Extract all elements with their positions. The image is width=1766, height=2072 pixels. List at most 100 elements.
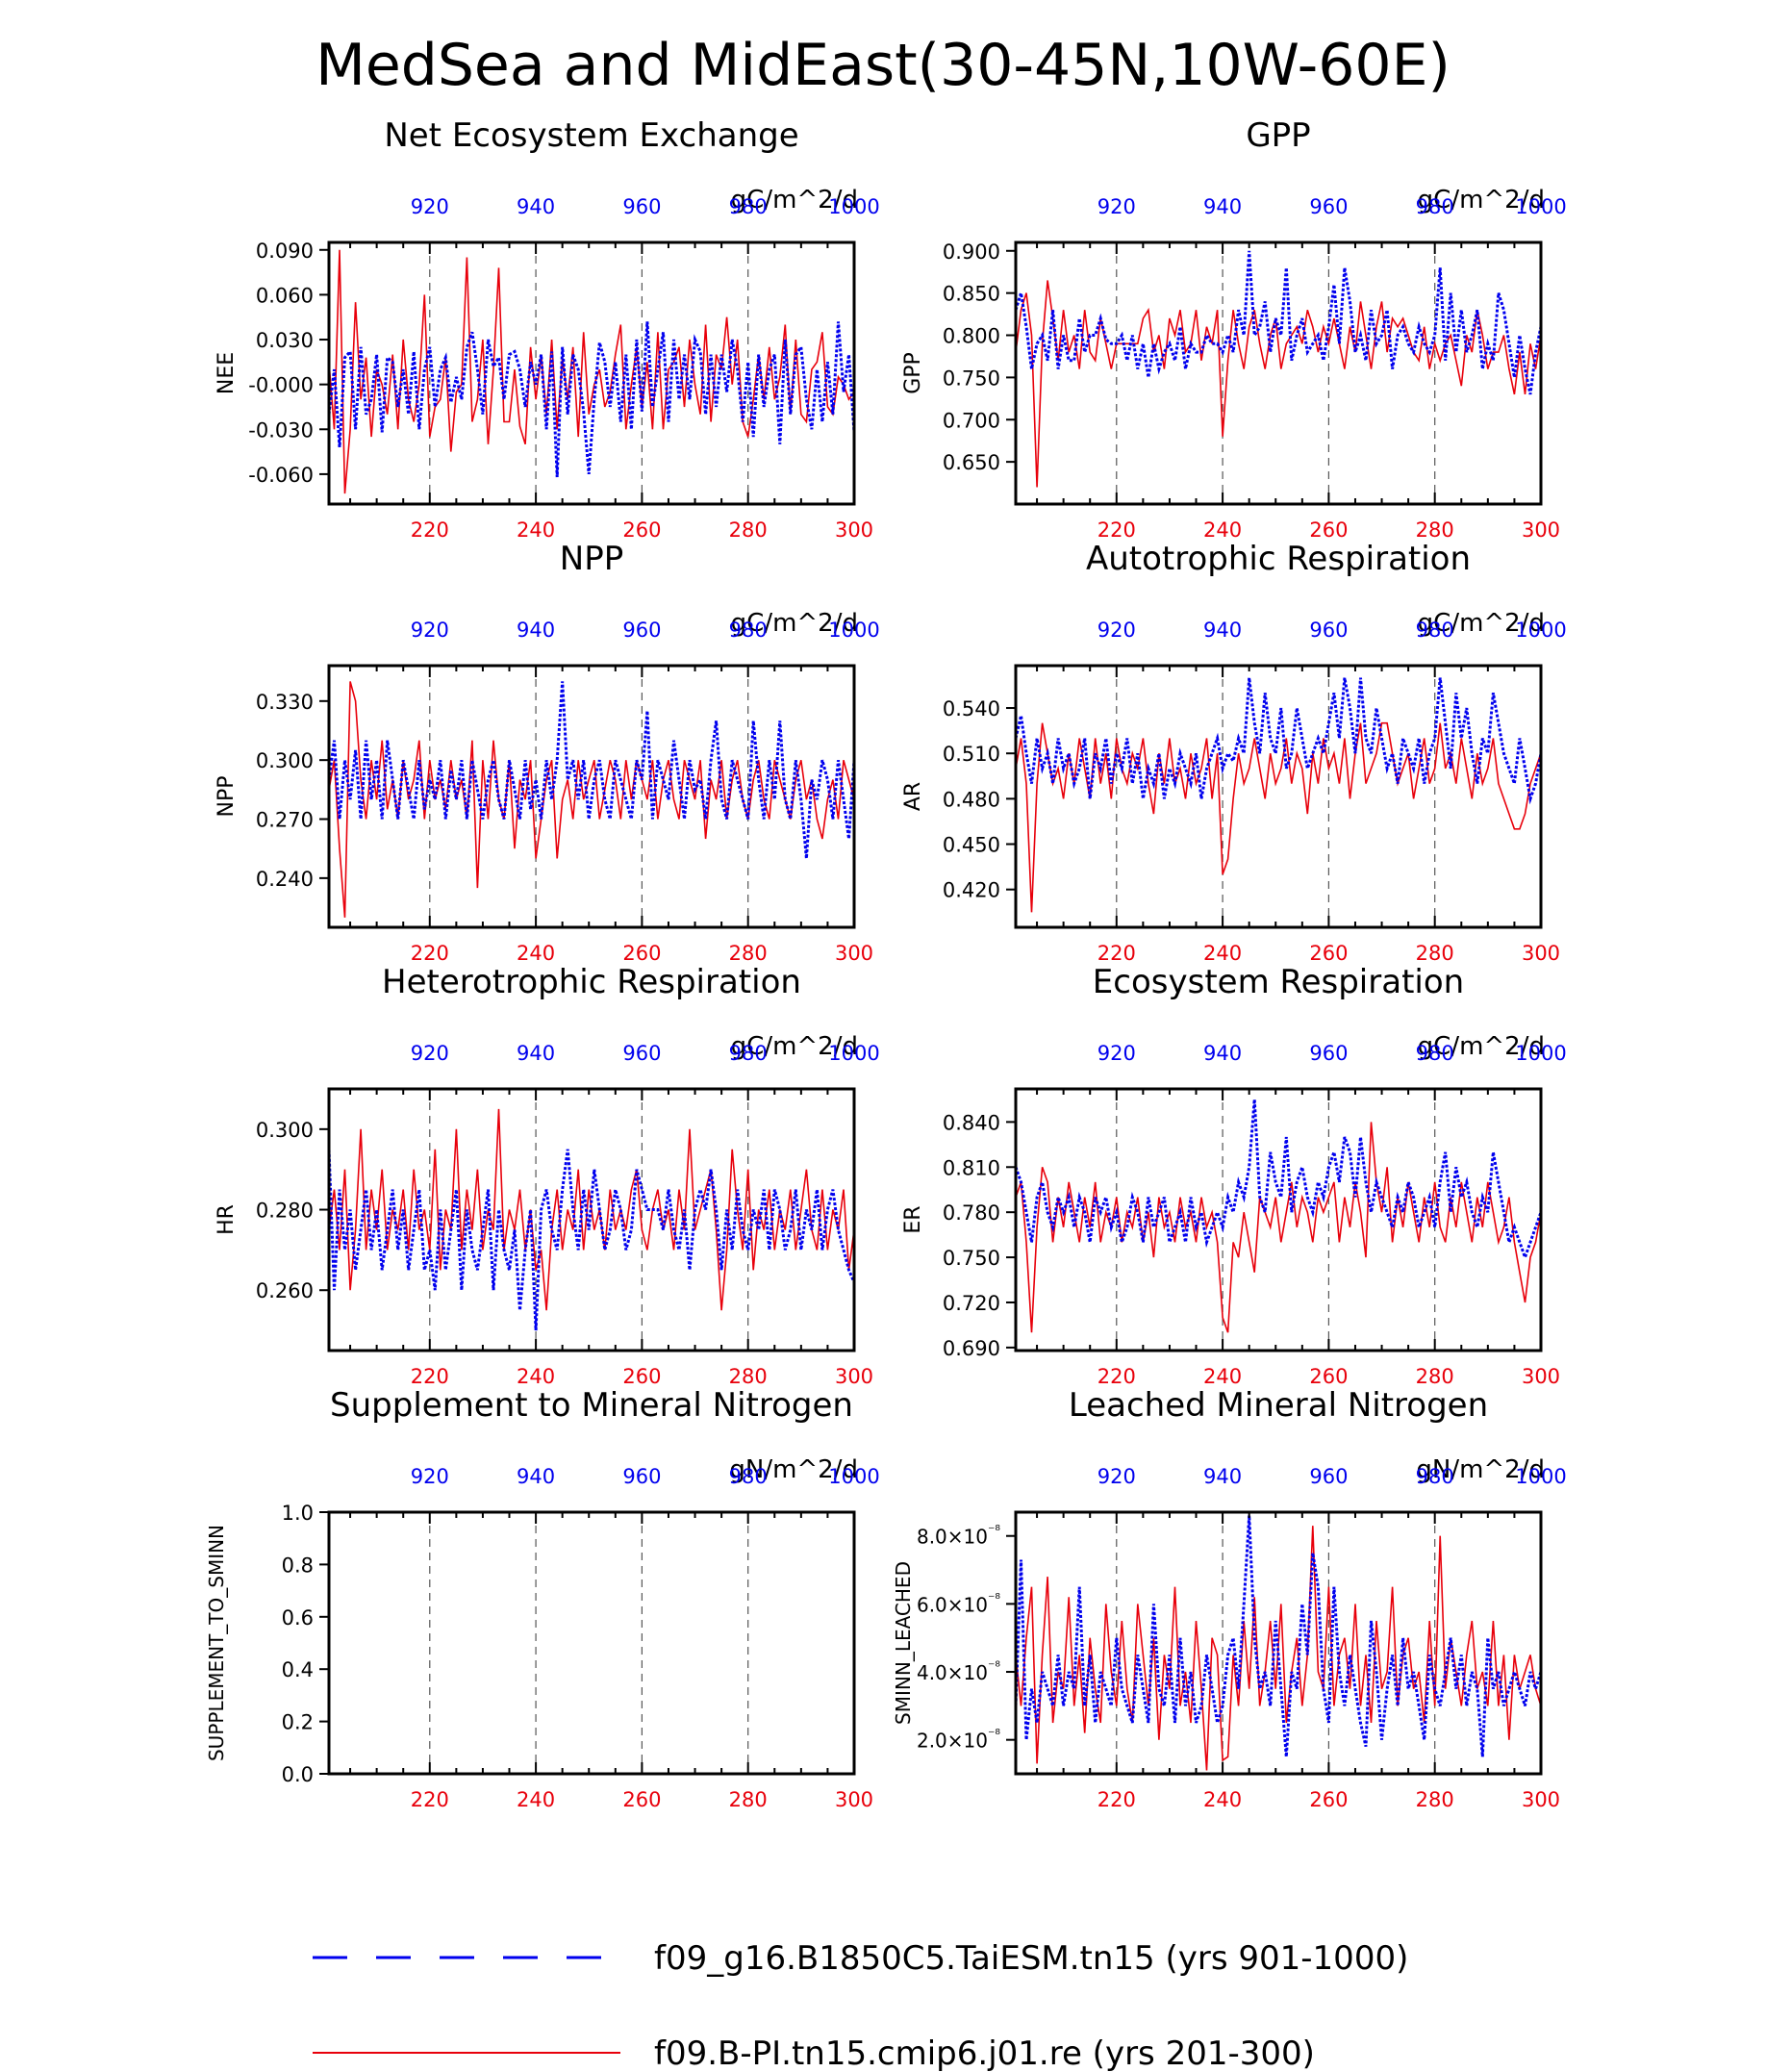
x-tick-label-bottom: 260 bbox=[622, 1788, 661, 1811]
x-tick-label-bottom: 300 bbox=[835, 1788, 873, 1811]
x-tick-label-top: 1000 bbox=[1515, 1465, 1566, 1488]
panel-npp: NPP gC/m^2/d 0.240 0.270 0.300 0.330 220 240 260… bbox=[214, 540, 880, 965]
legend-label-blue: f09_g16.B1850C5.TaiESM.tn15 (yrs 901-100… bbox=[654, 1939, 1408, 1978]
y-tick-label: 0.300 bbox=[256, 749, 314, 772]
y-axis-label: SMINN_LEACHED bbox=[892, 1561, 915, 1725]
x-tick-label-top: 920 bbox=[411, 619, 449, 642]
panel-supplement-to-mineral-nitrogen: Supplement to Mineral Nitrogen gN/m^2/d 0.… bbox=[205, 1386, 880, 1811]
panel-title: GPP bbox=[1246, 116, 1310, 155]
y-tick-label: 0.450 bbox=[943, 834, 1000, 857]
panel-title: Leached Mineral Nitrogen bbox=[1069, 1386, 1488, 1425]
plot-frame bbox=[1014, 1510, 1543, 1776]
x-tick-label-top: 1000 bbox=[828, 1465, 879, 1488]
series-line-blue bbox=[327, 681, 856, 859]
x-tick-label-top: 920 bbox=[1097, 195, 1136, 218]
panel-leached-mineral-nitrogen: Leached Mineral Nitrogen gN/m^2/d 2.0×10⁻⁸… bbox=[892, 1386, 1567, 1811]
y-axis-label: NEE bbox=[214, 352, 239, 394]
y-axis-label: ER bbox=[901, 1205, 925, 1233]
panel-title: Supplement to Mineral Nitrogen bbox=[330, 1386, 853, 1425]
x-tick-label-bottom: 220 bbox=[411, 1365, 449, 1388]
series-line-blue bbox=[327, 321, 856, 478]
y-tick-label: 0.330 bbox=[256, 691, 314, 714]
y-axis-label: SUPPLEMENT_TO_SMINN bbox=[205, 1525, 228, 1761]
y-tick-label: 0.480 bbox=[943, 788, 1000, 811]
x-tick-label-top: 960 bbox=[622, 1465, 661, 1488]
x-tick-label-top: 920 bbox=[1097, 1042, 1136, 1065]
plot-frame bbox=[1014, 664, 1543, 929]
x-tick-label-top: 940 bbox=[1203, 1042, 1242, 1065]
x-tick-label-bottom: 260 bbox=[1309, 1788, 1348, 1811]
x-tick-label-bottom: 240 bbox=[517, 1788, 555, 1811]
y-tick-label: -0.030 bbox=[248, 418, 314, 442]
x-tick-label-bottom: 300 bbox=[1522, 1365, 1560, 1388]
x-tick-label-top: 960 bbox=[1309, 1042, 1348, 1065]
panel-title: Autotrophic Respiration bbox=[1086, 540, 1471, 578]
y-tick-label: 0.6 bbox=[282, 1606, 314, 1630]
x-tick-label-top: 980 bbox=[729, 1465, 768, 1488]
x-tick-label-top: 980 bbox=[729, 1042, 768, 1065]
panel-title: Net Ecosystem Exchange bbox=[384, 116, 798, 155]
y-tick-label: 0.780 bbox=[943, 1201, 1000, 1225]
x-tick-label-bottom: 280 bbox=[729, 518, 768, 542]
x-tick-label-bottom: 260 bbox=[1309, 942, 1348, 965]
x-tick-label-top: 1000 bbox=[1515, 1042, 1566, 1065]
series-line-red bbox=[328, 249, 855, 494]
x-tick-label-top: 980 bbox=[1416, 619, 1454, 642]
x-tick-label-bottom: 220 bbox=[1097, 942, 1136, 965]
x-tick-label-bottom: 220 bbox=[1097, 518, 1136, 542]
units-label: gC/m^2/d bbox=[1418, 186, 1545, 215]
y-tick-label: 0.8 bbox=[282, 1554, 314, 1577]
x-tick-label-bottom: 260 bbox=[1309, 1365, 1348, 1388]
plot-frame bbox=[327, 1510, 856, 1776]
x-tick-label-bottom: 220 bbox=[411, 1788, 449, 1811]
y-tick-label: 0.540 bbox=[943, 697, 1000, 720]
x-tick-label-top: 960 bbox=[1309, 619, 1348, 642]
x-tick-label-bottom: 240 bbox=[1203, 1365, 1242, 1388]
x-tick-label-top: 1000 bbox=[828, 195, 879, 218]
x-tick-label-bottom: 300 bbox=[1522, 942, 1560, 965]
x-tick-label-bottom: 300 bbox=[835, 1365, 873, 1388]
y-tick-label: 0.090 bbox=[256, 240, 314, 263]
x-tick-label-top: 960 bbox=[622, 1042, 661, 1065]
series-line-blue bbox=[1014, 1099, 1543, 1262]
y-tick-label: 0.690 bbox=[943, 1337, 1000, 1360]
x-tick-label-top: 980 bbox=[1416, 195, 1454, 218]
x-tick-label-bottom: 260 bbox=[622, 518, 661, 542]
panel-heterotrophic-respiration: Heterotrophic Respiration gC/m^2/d 0.260 0.… bbox=[214, 963, 880, 1388]
series-line-red bbox=[1015, 721, 1542, 913]
x-tick-label-top: 1000 bbox=[828, 619, 879, 642]
x-tick-label-top: 920 bbox=[411, 195, 449, 218]
x-tick-label-top: 980 bbox=[1416, 1465, 1454, 1488]
y-tick-label: -0.060 bbox=[248, 464, 314, 487]
figure-title: MedSea and MidEast(30-45N,10W-60E) bbox=[315, 32, 1451, 99]
x-tick-label-top: 960 bbox=[1309, 195, 1348, 218]
x-tick-label-bottom: 240 bbox=[517, 942, 555, 965]
series-line-blue bbox=[1014, 677, 1543, 805]
units-label: gC/m^2/d bbox=[731, 609, 858, 638]
y-tick-label: 0.850 bbox=[943, 283, 1000, 306]
x-tick-label-top: 940 bbox=[1203, 619, 1242, 642]
y-tick-label: 0.0 bbox=[282, 1763, 314, 1786]
x-tick-label-top: 920 bbox=[1097, 619, 1136, 642]
x-tick-label-top: 980 bbox=[729, 619, 768, 642]
x-tick-label-bottom: 260 bbox=[1309, 518, 1348, 542]
y-axis-label: GPP bbox=[901, 352, 925, 394]
y-tick-label: 0.030 bbox=[256, 329, 314, 352]
x-tick-label-bottom: 260 bbox=[622, 1365, 661, 1388]
legend: f09_g16.B1850C5.TaiESM.tn15 (yrs 901-100… bbox=[313, 1939, 1408, 2072]
y-tick-label: 0.4 bbox=[282, 1658, 314, 1681]
y-tick-label: 2.0×10⁻⁸ bbox=[917, 1728, 1000, 1753]
y-tick-label: 0.800 bbox=[943, 325, 1000, 348]
y-tick-label: 0.2 bbox=[282, 1711, 314, 1734]
units-label: gN/m^2/d bbox=[729, 1455, 858, 1484]
x-tick-label-bottom: 220 bbox=[411, 518, 449, 542]
panel-net-ecosystem-exchange: Net Ecosystem Exchange gC/m^2/d -0.060 -0.0… bbox=[214, 116, 880, 542]
x-tick-label-bottom: 280 bbox=[729, 1788, 768, 1811]
x-tick-label-top: 940 bbox=[1203, 1465, 1242, 1488]
y-tick-label: 0.420 bbox=[943, 879, 1000, 902]
x-tick-label-top: 940 bbox=[517, 1042, 555, 1065]
y-tick-label: 6.0×10⁻⁸ bbox=[917, 1591, 1000, 1616]
x-tick-label-bottom: 220 bbox=[1097, 1365, 1136, 1388]
x-tick-label-top: 960 bbox=[622, 195, 661, 218]
x-tick-label-top: 940 bbox=[1203, 195, 1242, 218]
